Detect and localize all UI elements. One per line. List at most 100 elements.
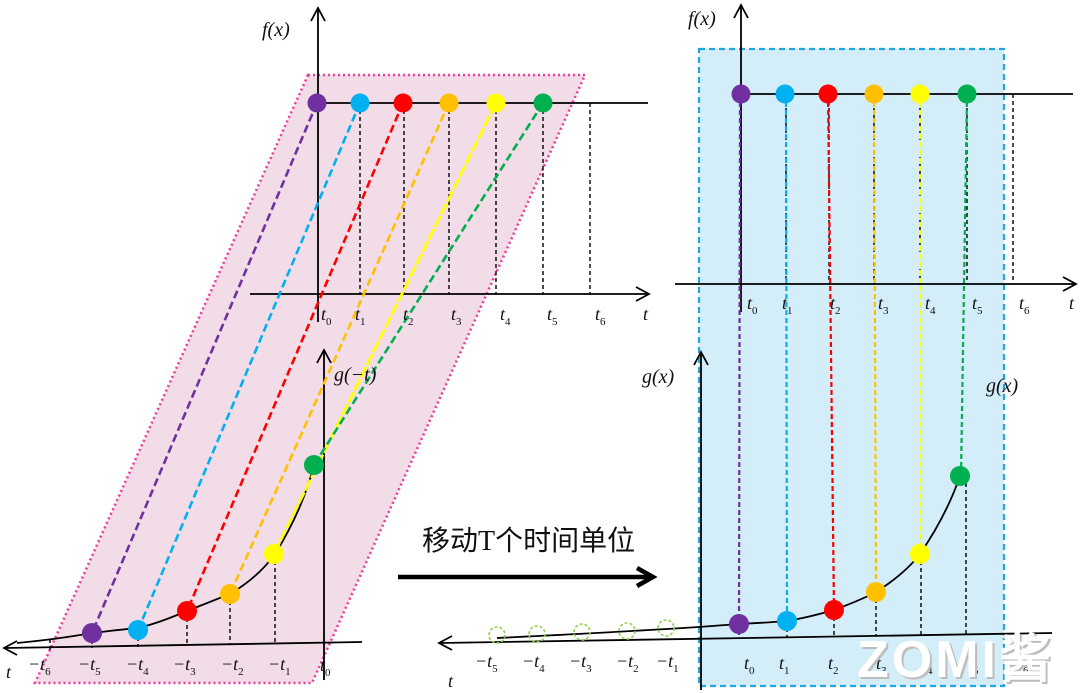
tick-base: t [320,655,326,675]
tick-label-t5: t5 [968,653,979,677]
tick-subscript: 2 [833,665,839,677]
tick-subscript: 5 [552,316,558,328]
tick-base: t [451,304,457,324]
tick-base: −t [522,651,540,671]
tick-label-neg-t1: −t1 [268,654,291,678]
tick-subscript: 0 [326,316,332,328]
sample-dot-red [393,93,413,113]
right-f-samples [731,84,977,104]
right-g-samples [729,466,970,634]
tick-subscript: 6 [600,316,606,328]
right-g-t-axis [439,632,1053,644]
right-g-axis-label-right: g(x) [986,375,1019,397]
right-f-axis-label: f(x) [688,8,716,30]
sample-dot-blue [777,611,797,631]
tick-base: t [828,653,834,673]
sample-dot-green [304,455,324,475]
tick-base: t [922,653,928,673]
tick-subscript: 4 [539,663,545,675]
tick-label-t0: t0 [321,304,332,328]
sample-dot-red [818,84,838,104]
tick-base: t [595,304,601,324]
left-g-axis-label: g(−t) [334,364,377,386]
tick-base: t [1018,653,1024,673]
ghost-dot-neg-t1 [657,619,675,637]
tick-base: −t [475,651,493,671]
tick-label-t2: t2 [403,304,414,328]
tick-subscript: 1 [285,666,291,678]
connector-orange [872,93,878,593]
tick-subscript: 2 [238,666,244,678]
tick-subscript: 4 [505,316,511,328]
sample-dot-green [957,84,977,104]
tick-subscript: 4 [930,305,936,317]
left-f-plot [250,6,651,322]
tick-base: −t [126,654,144,674]
tick-subscript: 5 [95,666,101,678]
tick-base: −t [569,651,587,671]
sample-dot-yellow [910,84,930,104]
tick-label-neg-t5: −t5 [78,654,101,678]
tick-subscript: 3 [881,665,887,677]
tick-base: t [1019,293,1025,313]
sample-dot-blue [775,84,795,104]
tick-base: t [321,304,327,324]
right-f-t-axis-arrow-icon [1062,276,1078,292]
right-f-t-axis-label: t [1069,293,1075,313]
tick-subscript: 4 [927,665,933,677]
tick-base: t [403,304,409,324]
tick-base: t [968,653,974,673]
sample-dot-yellow [486,93,506,113]
tick-label-t5: t5 [972,293,983,317]
tick-base: −t [656,651,674,671]
tick-label-t4: t4 [925,293,936,317]
sample-dot-purple [307,93,327,113]
shift-caption: 移动T个时间单位 [422,525,635,557]
sample-dot-blue [350,93,370,113]
ghost-dot-neg-t4 [528,625,546,643]
tick-base: t [972,293,978,313]
tick-subscript: 2 [408,316,414,328]
shift-arrow-icon [635,566,658,588]
ghost-dot-neg-t2 [618,622,636,640]
tick-base: t [779,653,785,673]
tick-base: t [878,293,884,313]
tick-subscript: 1 [787,305,793,317]
tick-label-t2: t2 [828,653,839,677]
left-g-t-axis-arrow-icon [2,640,18,656]
sample-dot-orange [864,84,884,104]
tick-base: t [925,293,931,313]
ghost-dot-neg-t3 [573,623,591,641]
watermark: ZOMI酱 ZOMI酱 [857,631,1056,691]
tick-subscript: 1 [784,665,790,677]
tick-subscript: 3 [883,305,889,317]
right-g-y-axis-arrow-icon [693,350,709,366]
sample-dot-purple [731,84,751,104]
watermark-shadow: ZOMI酱 [859,633,1056,691]
sample-dot-orange [866,582,886,602]
ghost-samples [488,619,675,644]
left-labels: f(x) g(−t) t t t0 t1 t2 t3 t4 t5 t6 −t6 … [6,19,649,682]
tick-subscript: 5 [973,665,979,677]
tick-label-neg-t1: −t1 [656,651,679,675]
tick-base: −t [221,654,239,674]
tick-label-neg-t2: −t2 [221,654,244,678]
left-f-y-axis-arrow-icon [310,6,326,22]
left-f-stems [359,103,591,294]
sample-dot-purple [82,623,102,643]
left-f-axis-label: f(x) [262,19,290,41]
tick-base: −t [78,654,96,674]
tick-label-neg-t3: −t3 [569,651,592,675]
tick-base: t [500,304,506,324]
tick-label-t5: t5 [547,304,558,328]
tick-base: t [747,293,753,313]
tick-label-t3: t3 [876,653,887,677]
sample-dot-yellow [264,544,284,564]
sample-dot-green [950,466,970,486]
right-g-t-axis-arrow-icon [437,635,453,651]
blue-region-group [697,47,1006,688]
left-f-t-axis-arrow-icon [635,286,651,302]
tick-base: t [355,304,361,324]
tick-subscript: 3 [456,316,462,328]
